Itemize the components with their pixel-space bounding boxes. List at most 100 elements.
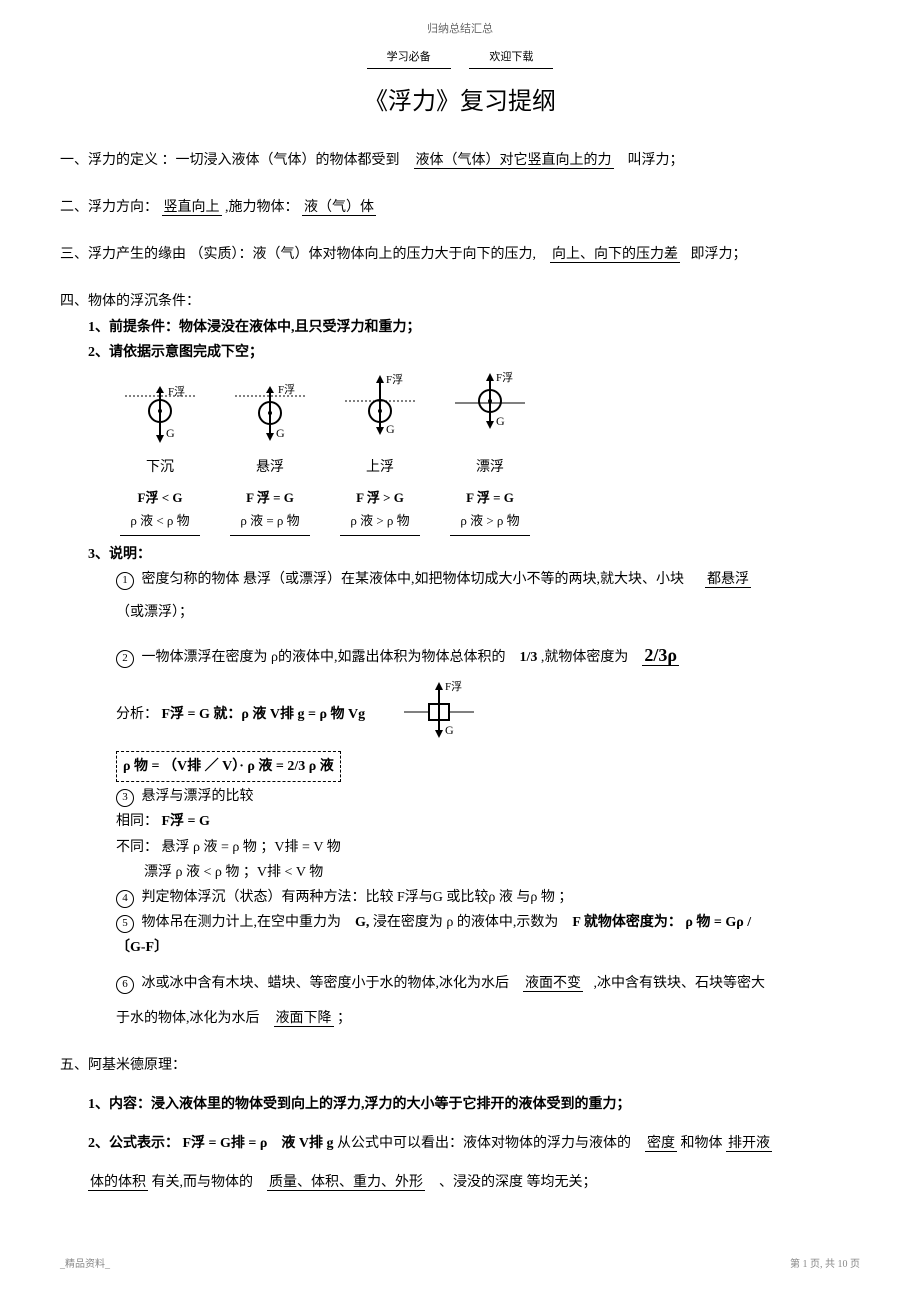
c6-c: ,冰中含有铁块、石块等密大: [594, 976, 766, 991]
c5-b: G,: [355, 915, 369, 930]
sec4-p2: 2、请依据示意图完成下空；: [60, 340, 860, 365]
c3-diff-line2: 漂浮 ρ 液 < ρ 物 ；V排 < V 物: [60, 860, 860, 885]
svg-text:G: G: [276, 426, 285, 440]
c6-a: 冰或冰中含有木块、蜡块、等密度小于水的物体,冰化为水后: [142, 976, 510, 991]
rho-float: ρ 液 > ρ 物: [450, 509, 530, 535]
footer-left: _精品资料_: [60, 1256, 110, 1274]
c1-blank: 都悬浮: [705, 572, 751, 588]
svg-text:G: G: [445, 723, 454, 737]
sec4-c3: 3 悬浮与漂浮的比较: [60, 784, 860, 809]
c1-text-c: （或漂浮）；: [60, 600, 860, 625]
header-sub-right: 欢迎下载: [469, 48, 553, 69]
sec4-c6: 6 冰或冰中含有木块、蜡块、等密度小于水的物体,冰化为水后 液面不变 ,冰中含有…: [60, 971, 860, 996]
circ-1-icon: 1: [116, 572, 134, 590]
circ-4-icon: 4: [116, 890, 134, 908]
sec3-suffix: 即浮力；: [691, 247, 747, 262]
svg-text:F浮: F浮: [386, 373, 403, 386]
rho-suspend: ρ 液 = ρ 物: [230, 509, 310, 535]
sec2-blank2: 液（气）体: [302, 200, 376, 216]
float-box-icon: F浮 G: [399, 680, 479, 740]
diagram-rise: F浮 G 上浮: [340, 371, 420, 480]
svg-text:G: G: [496, 414, 505, 428]
sec3-blank: 向上、向下的压力差: [550, 247, 680, 263]
force-relation-row: F浮 < G F 浮 = G F 浮 > G F 浮 = G: [120, 486, 860, 509]
c3-diff-line1: 不同： 悬浮 ρ 液 = ρ 物 ；V排 = V 物: [60, 835, 860, 860]
c2-text-a: 一物体漂浮在密度为 ρ的液体中,如露出体积为物体总体积的: [142, 650, 506, 665]
c5-d: F 就物体密度为： ρ 物 = Gρ /: [572, 915, 751, 930]
sec2-prefix: 二、浮力方向：: [60, 200, 158, 215]
sec4-p3: 3、说明：: [60, 542, 860, 567]
c3-same-label: 相同：: [116, 814, 158, 829]
float-icon: F浮 G: [450, 371, 530, 451]
label-suspend: 悬浮: [256, 455, 284, 480]
sec5-p2-line2: 体的体积 有关,而与物体的 质量、体积、重力、外形 、浸没的深度 等均无关；: [60, 1170, 860, 1195]
section-3: 三、浮力产生的缘由 （实质）：液（气）体对物体向上的压力大于向下的压力, 向上、…: [60, 242, 860, 267]
section-4: 四、物体的浮沉条件： 1、前提条件：物体浸没在液体中,且只受浮力和重力； 2、请…: [60, 289, 860, 1031]
rel-float: F 浮 = G: [450, 486, 530, 509]
density-relation-row: ρ 液 < ρ 物 ρ 液 = ρ 物 ρ 液 > ρ 物 ρ 液 > ρ 物: [120, 509, 860, 535]
p2-d: 从公式中可以看出：液体对物体的浮力与液体的: [337, 1136, 631, 1151]
float-small-diagram: F浮 G: [399, 680, 479, 749]
label-sink: 下沉: [146, 455, 174, 480]
circ-5-icon: 5: [116, 915, 134, 933]
svg-text:F浮: F浮: [278, 383, 295, 396]
c2-analysis-prefix: 分析：: [116, 707, 158, 722]
c6-d: 于水的物体,冰化为水后: [116, 1011, 260, 1026]
rho-rise: ρ 液 > ρ 物: [340, 509, 420, 535]
c2-analysis: 分析： F浮 = G 就：ρ 液 V排 g = ρ 物 Vg F浮 G: [60, 680, 860, 749]
section-1: 一、浮力的定义 ：一切浸入液体（气体）的物体都受到 液体（气体）对它竖直向上的力…: [60, 148, 860, 173]
diagram-suspend: F浮 G 悬浮: [230, 371, 310, 480]
footer-right: 第 1 页, 共 10 页: [790, 1256, 860, 1274]
svg-text:G: G: [166, 426, 175, 440]
sec4-p1: 1、前提条件：物体浸没在液体中,且只受浮力和重力；: [60, 315, 860, 340]
diagram-float: F浮 G 漂浮: [450, 371, 530, 480]
sec2-mid: ,施力物体：: [225, 200, 299, 215]
sec4-c5: 5 物体吊在测力计上,在空中重力为 G, 浸在密度为 ρ 的液体中,示数为 F …: [60, 910, 860, 935]
sec4-c2: 2 一物体漂浮在密度为 ρ的液体中,如露出体积为物体总体积的 1/3 ,就物体密…: [60, 639, 860, 671]
p2-j: 质量、体积、重力、外形: [267, 1175, 425, 1191]
c6-f: ；: [337, 1011, 351, 1026]
rel-suspend: F 浮 = G: [230, 486, 310, 509]
sink-icon: F浮 G: [120, 371, 200, 451]
circ-6-icon: 6: [116, 976, 134, 994]
c3-head: 悬浮与漂浮的比较: [142, 789, 254, 804]
sec4-c6-line2: 于水的物体,冰化为水后 液面下降 ；: [60, 1006, 860, 1031]
p2-a: 2、公式表示：: [88, 1136, 179, 1151]
label-float: 漂浮: [476, 455, 504, 480]
diagram-sink: F浮 G 下沉: [120, 371, 200, 480]
c5-a: 物体吊在测力计上,在空中重力为: [142, 915, 342, 930]
header-sub: 学习必备 欢迎下载: [60, 48, 860, 69]
c2-eq1: F浮 = G 就：ρ 液 V排 g = ρ 物 Vg: [162, 707, 366, 722]
svg-text:F浮: F浮: [445, 680, 462, 693]
p2-f: 和物体: [681, 1136, 727, 1151]
sec1-suffix: 叫浮力；: [628, 153, 684, 168]
header-top-note: 归纳总结汇总: [60, 20, 860, 40]
c2-box-line: ρ 物 = （V排 ／ V）· ρ 液 = 2/3 ρ 液: [60, 749, 860, 784]
sec4-c4: 4 判定物体浮沉（状态）有两种方法：比较 F浮与G 或比较ρ 液 与ρ 物 ；: [60, 885, 860, 910]
svg-text:G: G: [386, 422, 395, 436]
p2-e: 密度: [645, 1136, 677, 1152]
sec5-head: 五、阿基米德原理：: [60, 1053, 860, 1078]
c3-diff1: 悬浮 ρ 液 = ρ 物 ；V排 = V 物: [162, 840, 341, 855]
circ-2-icon: 2: [116, 650, 134, 668]
svg-text:F浮: F浮: [168, 385, 185, 398]
suspend-icon: F浮 G: [230, 371, 310, 451]
c2-boxed-result: ρ 物 = （V排 ／ V）· ρ 液 = 2/3 ρ 液: [116, 751, 341, 782]
c2-text-c: ,就物体密度为: [541, 650, 629, 665]
c5-e: 〔G-F〕: [60, 935, 860, 960]
p2-g: 排开液: [726, 1136, 772, 1152]
c5-c: 浸在密度为 ρ 的液体中,示数为: [373, 915, 559, 930]
page-footer: _精品资料_ 第 1 页, 共 10 页: [60, 1256, 860, 1274]
sec4-c1: 1 密度匀称的物体 悬浮（或漂浮）在某液体中,如把物体切成大小不等的两块,就大块…: [60, 567, 860, 592]
c2-answer: 2/3ρ: [642, 645, 679, 666]
rel-rise: F 浮 > G: [340, 486, 420, 509]
c3-diff-label: 不同：: [116, 840, 158, 855]
svg-text:F浮: F浮: [496, 371, 513, 384]
page-title: 《浮力》复习提纲: [60, 81, 860, 124]
section-5: 五、阿基米德原理： 1、内容：浸入液体里的物体受到向上的浮力,浮力的大小等于它排…: [60, 1053, 860, 1196]
sec5-p2: 2、公式表示： F浮 = G排 = ρ 液 V排 g 从公式中可以看出：液体对物…: [60, 1131, 860, 1156]
circ-3-icon: 3: [116, 789, 134, 807]
section-2: 二、浮力方向： 竖直向上 ,施力物体： 液（气）体: [60, 195, 860, 220]
c6-e: 液面下降: [274, 1011, 334, 1027]
sec1-prefix: 一、浮力的定义 ：一切浸入液体（气体）的物体都受到: [60, 153, 400, 168]
